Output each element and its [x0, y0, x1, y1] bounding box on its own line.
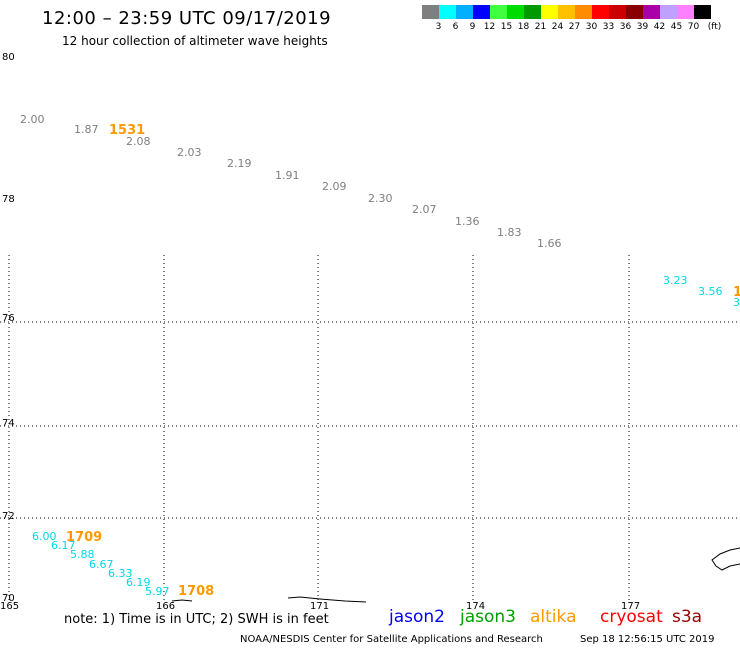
footer-timestamp: Sep 18 12:56:15 UTC 2019: [580, 634, 715, 645]
legend-swatch: [677, 5, 694, 19]
coastline: [287, 596, 367, 603]
page-subtitle: 12 hour collection of altimeter wave hei…: [62, 34, 328, 48]
legend-label: 24: [551, 22, 564, 32]
legend-label: 6: [452, 22, 459, 32]
satellite-label-s3a: s3a: [672, 607, 703, 627]
wave-height-label: 1.91: [275, 169, 300, 182]
latitude-label: 78: [2, 194, 15, 205]
graticule: [0, 255, 740, 600]
wave-height-label: 6.19: [126, 576, 151, 589]
legend-label: 21: [534, 22, 547, 32]
legend-swatch: [558, 5, 575, 19]
longitude-label: 177: [621, 601, 640, 612]
legend-swatch: [575, 5, 592, 19]
wave-height-label: 2.00: [20, 113, 45, 126]
legend-label: 12: [483, 22, 496, 32]
legend-swatch: [507, 5, 524, 19]
legend-label: 27: [568, 22, 581, 32]
wave-height-label: 2.30: [368, 192, 393, 205]
wave-height-label: 3: [733, 296, 740, 309]
pass-time-label: 1: [733, 285, 740, 300]
legend-label: 33: [602, 22, 615, 32]
wave-height-label: 6.67: [89, 558, 114, 571]
legend-label: 9: [469, 22, 476, 32]
pass-time-label: 1709: [66, 530, 102, 545]
legend-label: 42: [653, 22, 666, 32]
coastline: [171, 599, 193, 602]
legend-label: 15: [500, 22, 513, 32]
wave-height-label: 3.23: [663, 274, 688, 287]
legend-label: 39: [636, 22, 649, 32]
legend-label: 30: [585, 22, 598, 32]
wave-height-label: 3.56: [698, 285, 723, 298]
legend-swatch: [422, 5, 439, 19]
wave-height-label: 1.83: [497, 226, 522, 239]
longitude-label: 166: [156, 601, 175, 612]
legend-swatch: [592, 5, 609, 19]
legend-swatch: [541, 5, 558, 19]
legend-label: 70: [687, 22, 700, 32]
wave-height-label: 6.17: [51, 539, 76, 552]
wave-height-label: 5.88: [70, 548, 95, 561]
latitude-label: 80: [2, 52, 15, 63]
legend-swatch: [490, 5, 507, 19]
legend-swatch: [524, 5, 541, 19]
wave-height-label: 1.66: [537, 237, 562, 250]
legend-label: 3: [435, 22, 442, 32]
latitude-label: 72: [2, 511, 15, 522]
satellite-label-jason2: jason2: [389, 607, 445, 627]
wave-height-label: 6.33: [108, 567, 133, 580]
wave-height-label: 2.08: [126, 135, 151, 148]
legend-label: 36: [619, 22, 632, 32]
legend-unit: (ft): [707, 22, 722, 32]
latitude-label: 74: [2, 418, 15, 429]
legend-swatch: [694, 5, 711, 19]
latitude-label: 76: [2, 313, 15, 324]
pass-time-label: 1708: [178, 584, 214, 599]
wave-height-label: 2.07: [412, 203, 437, 216]
wave-height-label: 2.09: [322, 180, 347, 193]
coastline: [711, 547, 740, 571]
legend-swatch: [473, 5, 490, 19]
longitude-label: 174: [466, 601, 485, 612]
page-title: 12:00 – 23:59 UTC 09/17/2019: [42, 8, 332, 29]
wave-height-label: 1.36: [455, 215, 480, 228]
latitude-label: 70: [2, 593, 15, 604]
legend-swatch: [439, 5, 456, 19]
wave-height-label: 5.97: [145, 585, 170, 598]
wave-height-label: 6.00: [32, 530, 57, 543]
legend-swatch: [626, 5, 643, 19]
legend-swatch: [456, 5, 473, 19]
wave-height-label: 2.19: [227, 157, 252, 170]
satellite-label-cryosat: cryosat: [600, 607, 663, 627]
footer-credit: NOAA/NESDIS Center for Satellite Applica…: [240, 634, 543, 645]
footer-note: note: 1) Time is in UTC; 2) SWH is in fe…: [64, 612, 329, 627]
longitude-label: 165: [0, 601, 19, 612]
legend-label: 45: [670, 22, 683, 32]
wave-height-label: 2.03: [177, 146, 202, 159]
pass-time-label: 1531: [109, 123, 145, 138]
wave-height-label: 1.87: [74, 123, 99, 136]
satellite-label-altika: altika: [530, 607, 577, 627]
legend-swatch: [660, 5, 677, 19]
legend-label: 18: [517, 22, 530, 32]
legend-swatch: [643, 5, 660, 19]
satellite-label-jason3: jason3: [460, 607, 516, 627]
longitude-label: 171: [310, 601, 329, 612]
legend-swatch: [609, 5, 626, 19]
